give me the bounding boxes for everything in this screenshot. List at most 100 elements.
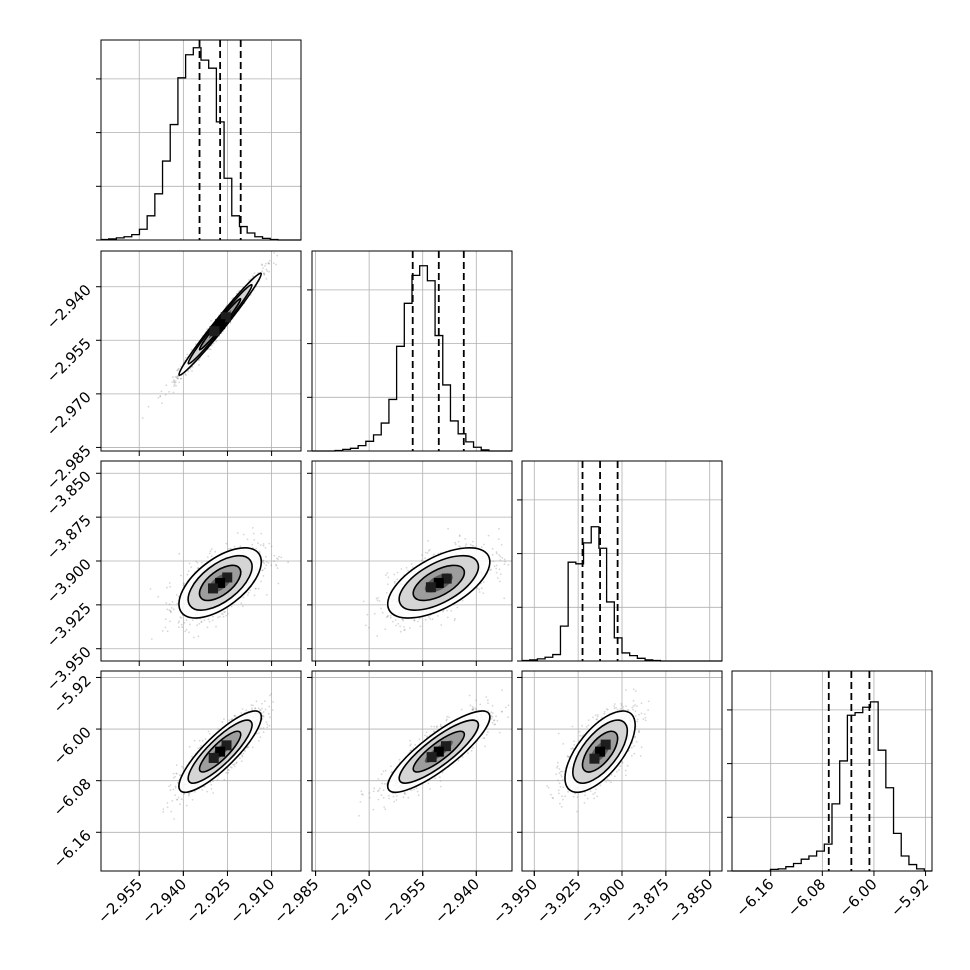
sample-point <box>178 620 180 622</box>
sample-point <box>267 712 270 715</box>
sample-point <box>193 790 196 793</box>
sample-point <box>187 370 190 373</box>
sample-point <box>168 603 171 606</box>
sample-point <box>176 369 179 372</box>
sample-point <box>262 559 265 562</box>
sample-point <box>260 532 263 535</box>
sample-point <box>491 554 494 556</box>
sample-point <box>197 635 200 638</box>
sample-point <box>396 571 399 574</box>
sample-point <box>368 626 370 629</box>
sample-point <box>212 780 214 782</box>
sample-point <box>227 768 230 771</box>
sample-point <box>440 624 443 626</box>
sample-point <box>169 585 172 588</box>
sample-point <box>493 723 496 726</box>
sample-point <box>446 715 449 718</box>
sample-point <box>176 798 178 801</box>
sample-point <box>428 548 431 551</box>
sample-point <box>162 808 165 811</box>
sample-point <box>207 730 210 733</box>
sample-point <box>241 754 244 757</box>
sample-point <box>210 788 213 790</box>
sample-point <box>206 790 209 793</box>
sample-point <box>180 377 182 380</box>
sample-point <box>384 808 387 810</box>
sample-point <box>230 766 233 769</box>
sample-point <box>173 380 176 383</box>
sample-point <box>185 619 188 621</box>
sample-point <box>179 616 182 619</box>
sample-point <box>277 582 280 585</box>
sample-point <box>263 274 266 276</box>
sample-point <box>210 548 213 550</box>
sample-point <box>165 602 168 604</box>
hist-panel-2 <box>517 460 723 662</box>
sample-point <box>458 545 460 548</box>
sample-point <box>258 739 260 742</box>
sample-point <box>217 616 220 619</box>
sample-point <box>420 559 423 562</box>
sample-point <box>392 620 394 623</box>
sample-point <box>255 700 258 703</box>
sample-point <box>458 535 461 538</box>
sample-point <box>276 567 279 569</box>
sample-point <box>208 348 211 350</box>
sample-point <box>176 377 179 380</box>
panel-content <box>101 461 301 661</box>
sample-point <box>263 272 265 275</box>
sample-point <box>174 785 177 788</box>
sample-point <box>201 789 204 791</box>
contour-line-0 <box>178 547 263 619</box>
sample-point <box>206 626 209 629</box>
sample-point <box>409 739 411 742</box>
sample-point <box>183 582 185 585</box>
density-core-cell <box>208 752 219 763</box>
sample-point <box>268 262 271 265</box>
sample-point <box>261 569 264 571</box>
sample-point <box>254 707 257 709</box>
sample-point <box>514 542 516 544</box>
sample-point <box>424 551 427 554</box>
sample-point <box>259 544 262 546</box>
sample-point <box>169 620 171 623</box>
sample-point <box>278 555 280 558</box>
density-core-cell <box>441 573 452 584</box>
sample-point <box>404 793 406 796</box>
sample-point <box>394 619 397 621</box>
sample-point <box>264 700 266 703</box>
sample-point <box>209 550 212 553</box>
sample-point <box>258 732 260 735</box>
sample-point <box>188 793 191 795</box>
sample-point <box>495 571 498 574</box>
sample-point <box>172 391 175 394</box>
sample-point <box>174 376 177 378</box>
sample-point <box>261 569 264 572</box>
sample-point <box>501 556 504 559</box>
sample-point <box>176 369 179 372</box>
sample-point <box>180 798 183 801</box>
sample-point <box>490 711 493 714</box>
sample-point <box>173 381 176 384</box>
sample-point <box>257 542 259 545</box>
sample-point <box>490 568 492 571</box>
sample-point <box>187 793 190 795</box>
sample-point <box>169 784 172 786</box>
sample-point <box>211 344 214 347</box>
sample-point <box>230 605 233 608</box>
sample-point <box>206 556 209 558</box>
sample-point <box>424 618 427 621</box>
sample-point <box>180 623 183 626</box>
sample-point <box>170 607 173 609</box>
sample-point <box>182 767 185 769</box>
sample-point <box>217 728 220 730</box>
sample-point <box>254 707 257 710</box>
sample-point <box>223 611 226 614</box>
sample-point <box>472 708 474 711</box>
sample-point <box>196 624 199 626</box>
sample-point <box>503 563 506 565</box>
sample-point <box>446 616 449 619</box>
sample-point <box>223 718 225 721</box>
sample-point <box>171 381 174 383</box>
sample-point <box>478 588 481 591</box>
